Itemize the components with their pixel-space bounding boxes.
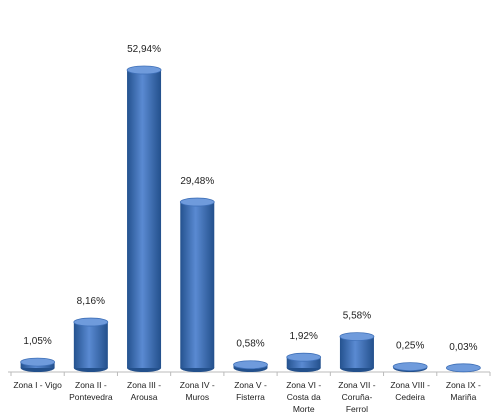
data-label: 5,58% [343, 311, 371, 322]
x-tick-label: Zona IX - Mariña [445, 380, 481, 402]
x-tick-label: Zona VI - Costa da Morte [286, 380, 322, 414]
bar-top [20, 357, 56, 367]
data-label: 1,05% [23, 336, 51, 347]
x-tick-label: Zona I - Vigo [13, 380, 62, 390]
data-label: 0,25% [396, 341, 424, 352]
data-label: 1,92% [290, 331, 318, 342]
x-tick-label: Zona II - Pontevedra [69, 380, 113, 402]
x-tick-label: Zona V - Fisterra [234, 380, 267, 402]
data-label: 0,03% [449, 342, 477, 353]
bar [286, 357, 321, 368]
x-tick-label: Zona III - Arousa [127, 380, 162, 402]
x-tick-label: Zona IV - Muros [179, 380, 215, 402]
data-label: 29,48% [180, 176, 214, 187]
x-tick-label: Zona VIII - Cedeira [390, 380, 430, 402]
data-label: 52,94% [127, 44, 161, 55]
bar-top [286, 352, 322, 362]
bar-top [233, 360, 268, 370]
bar-top [392, 362, 428, 371]
bar [339, 336, 374, 368]
bar-top [126, 65, 162, 75]
data-label: 8,16% [77, 296, 105, 307]
bar [73, 322, 108, 368]
bar-top [73, 317, 109, 327]
bar [127, 70, 162, 368]
bar-top [179, 197, 215, 207]
data-label: 0,58% [236, 339, 264, 350]
x-tick-label: Zona VII - Coruña-Ferrol [338, 380, 376, 414]
bar [180, 202, 215, 368]
bar-top [339, 332, 375, 341]
bar-top [445, 363, 481, 373]
